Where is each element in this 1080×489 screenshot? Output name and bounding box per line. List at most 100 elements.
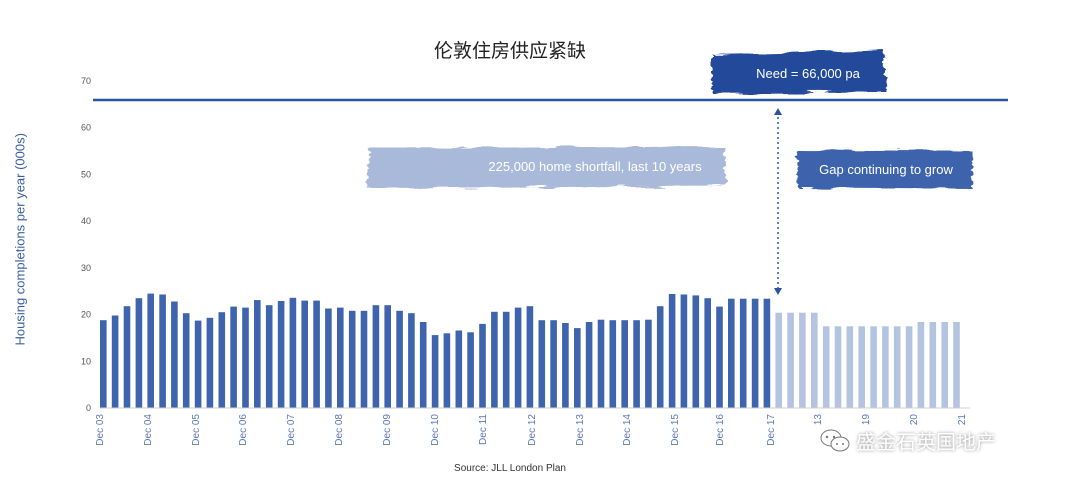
y-tick-label: 70 <box>81 76 91 86</box>
bar-forecast-1 <box>787 312 794 408</box>
bar-actual-21 <box>348 310 356 408</box>
x-tick-label: Dec 10 <box>430 414 441 446</box>
bar-actual-42 <box>597 319 605 408</box>
y-tick-label: 40 <box>81 216 91 226</box>
bar-actual-5 <box>159 294 166 408</box>
bar-forecast-5 <box>834 326 842 409</box>
y-tick-label: 10 <box>81 356 91 366</box>
y-tick-label: 50 <box>81 169 91 179</box>
bar-forecast-15 <box>953 322 960 408</box>
bar-forecast-0 <box>775 312 782 408</box>
source-note: Source: JLL London Plan <box>454 463 566 474</box>
bar-forecast-2 <box>799 312 806 408</box>
x-tick-label: 19 <box>861 414 872 426</box>
bar-forecast-6 <box>846 326 854 409</box>
bar-actual-13 <box>254 300 261 408</box>
bar-actual-52 <box>716 306 723 408</box>
bar-forecast-9 <box>882 326 889 409</box>
bar-actual-28 <box>431 335 439 408</box>
bar-actual-20 <box>337 307 344 408</box>
bar-actual-18 <box>313 300 320 408</box>
bar-actual-14 <box>265 305 273 408</box>
bar-actual-43 <box>609 320 617 408</box>
bar-forecast-3 <box>811 312 818 408</box>
bar-forecast-13 <box>929 322 937 408</box>
y-tick-label: 30 <box>81 263 91 273</box>
bar-actual-32 <box>479 323 486 408</box>
bar-actual-34 <box>502 311 510 408</box>
bar-actual-22 <box>360 310 368 408</box>
y-tick-label: 0 <box>86 403 91 413</box>
x-tick-label: Dec 05 <box>191 414 202 446</box>
gap-banner: Gap continuing to grow <box>797 150 973 189</box>
y-tick-label: 60 <box>81 123 91 133</box>
bar-actual-17 <box>301 300 308 408</box>
x-tick-label: Dec 07 <box>286 414 297 446</box>
need-annotation: Need = 66,000 pa <box>756 66 860 81</box>
bar-forecast-14 <box>941 322 948 408</box>
shortfall-annotation: 225,000 home shortfall, last 10 years <box>488 159 702 174</box>
bar-actual-45 <box>633 320 640 408</box>
x-tick-label: 20 <box>909 414 920 426</box>
bar-actual-15 <box>277 301 285 408</box>
bar-actual-26 <box>408 313 415 408</box>
bar-actual-19 <box>325 308 332 408</box>
bar-actual-11 <box>230 306 237 408</box>
bar-actual-8 <box>194 320 202 408</box>
bar-actual-2 <box>123 306 131 408</box>
x-tick-label: Dec 09 <box>382 414 393 446</box>
watermark-text: 盛金石英国地产 <box>856 430 996 454</box>
x-tick-label: Dec 13 <box>575 414 586 446</box>
bar-actual-47 <box>656 306 664 408</box>
bar-actual-55 <box>751 298 759 408</box>
chat-bubble-icon <box>820 429 850 451</box>
bar-actual-38 <box>550 320 557 408</box>
bar-actual-24 <box>384 305 391 408</box>
bar-actual-30 <box>455 330 463 408</box>
bar-actual-44 <box>621 320 628 408</box>
bar-actual-54 <box>739 298 747 408</box>
bar-actual-7 <box>182 313 190 408</box>
gap-annotation: Gap continuing to grow <box>819 162 953 177</box>
x-tick-label: Dec 11 <box>478 414 489 445</box>
x-tick-label: Dec 17 <box>766 414 777 446</box>
x-tick-label: 13 <box>813 414 824 426</box>
x-tick-label: Dec 04 <box>143 414 154 446</box>
x-tick-label: Dec 14 <box>622 414 633 446</box>
bar-forecast-8 <box>870 326 877 409</box>
bar-actual-39 <box>562 323 569 408</box>
need-banner: Need = 66,000 pa <box>712 50 886 93</box>
bar-actual-27 <box>419 322 427 408</box>
bar-actual-49 <box>680 294 688 408</box>
bar-actual-40 <box>574 328 581 408</box>
bar-forecast-4 <box>822 326 830 409</box>
bar-actual-10 <box>218 312 226 408</box>
bar-actual-16 <box>289 297 297 408</box>
watermark: 盛金石英国地产 <box>820 426 996 455</box>
x-tick-label: Dec 16 <box>715 414 726 446</box>
bar-actual-33 <box>491 311 498 408</box>
bar-forecast-12 <box>917 322 925 408</box>
bar-actual-53 <box>728 298 735 408</box>
bar-actual-1 <box>111 315 119 408</box>
x-tick-label: Dec 03 <box>95 414 106 446</box>
bar-actual-23 <box>372 305 380 408</box>
chart-title: 伦敦住房供应紧缺 <box>433 40 586 62</box>
shortfall-banner: 225,000 home shortfall, last 10 years <box>366 146 726 188</box>
bar-actual-25 <box>396 310 403 408</box>
bar-actual-37 <box>538 320 546 408</box>
bar-actual-35 <box>514 307 522 408</box>
bar-forecast-10 <box>893 326 901 409</box>
bar-actual-51 <box>704 298 711 408</box>
bar-actual-29 <box>443 333 451 408</box>
bar-actual-4 <box>147 293 154 408</box>
x-tick-label: Dec 08 <box>334 414 345 446</box>
y-tick-label: 20 <box>81 310 91 320</box>
x-tick-label: Dec 15 <box>670 414 681 446</box>
bar-actual-31 <box>467 332 474 408</box>
bar-actual-9 <box>206 317 214 408</box>
bar-actual-46 <box>645 319 652 408</box>
bar-actual-12 <box>242 307 249 408</box>
